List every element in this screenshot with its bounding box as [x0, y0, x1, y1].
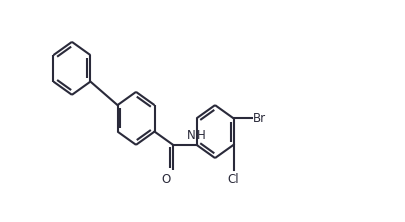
Text: O: O: [162, 173, 171, 186]
Text: Br: Br: [253, 112, 266, 125]
Text: Cl: Cl: [228, 173, 239, 186]
Text: H: H: [197, 129, 206, 142]
Text: N: N: [187, 129, 196, 142]
